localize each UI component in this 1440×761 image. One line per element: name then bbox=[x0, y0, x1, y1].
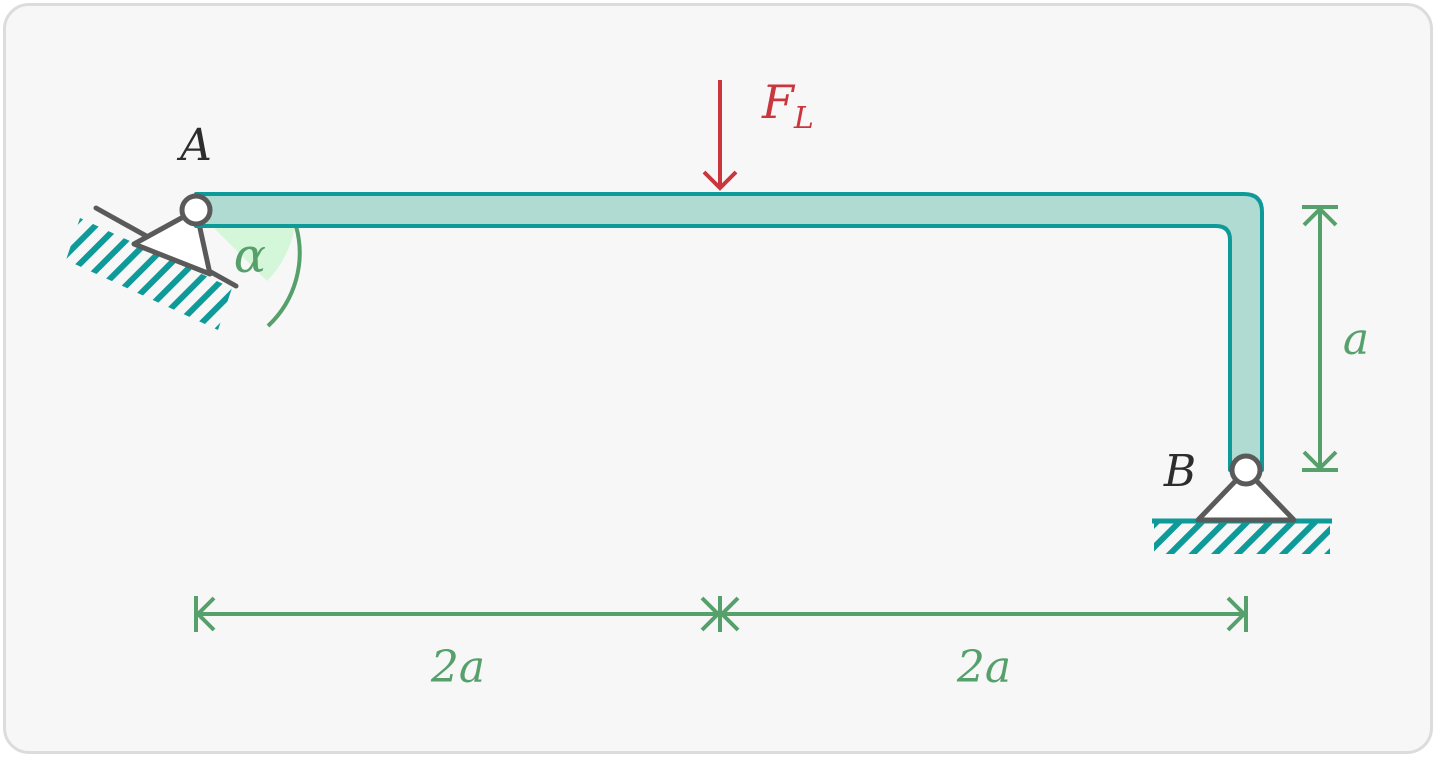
label-dim-vertical: a bbox=[1343, 314, 1369, 365]
dimension-horizontal bbox=[196, 596, 1246, 632]
pin-a bbox=[182, 196, 210, 224]
label-force-subscript: L bbox=[793, 101, 814, 136]
label-dim-right: 2a bbox=[956, 642, 1011, 693]
pin-b bbox=[1232, 456, 1260, 484]
dimension-vertical bbox=[1302, 207, 1338, 470]
label-point-a: A bbox=[176, 120, 212, 171]
label-force: FL bbox=[761, 75, 814, 136]
label-force-main: F bbox=[761, 75, 796, 129]
beam bbox=[196, 194, 1262, 470]
label-point-b: B bbox=[1163, 446, 1196, 497]
label-dim-left: 2a bbox=[430, 642, 485, 693]
force-arrow bbox=[704, 80, 736, 188]
label-angle: α bbox=[234, 228, 266, 284]
